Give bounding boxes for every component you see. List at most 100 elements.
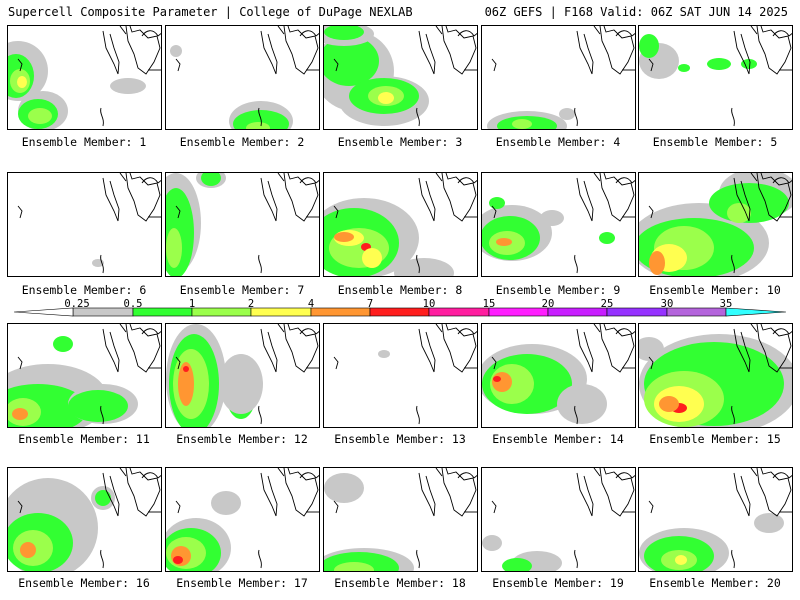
coastline-outline <box>102 328 120 373</box>
coastline-outline <box>416 107 420 127</box>
coastline-outline <box>756 324 792 373</box>
coastline-outline <box>733 328 751 373</box>
scp-field-map <box>166 468 319 571</box>
color-scale-tick-label: 2 <box>247 298 255 310</box>
scp-contour-fill <box>754 513 784 533</box>
coastline-outline <box>593 324 601 333</box>
coastline-outline <box>593 468 601 477</box>
coastline-outline <box>593 26 601 35</box>
coastline-outline <box>119 173 127 182</box>
ensemble-member-label: Ensemble Member: 14 <box>492 432 624 446</box>
coastline-outline <box>491 58 497 72</box>
color-scale-tick-label: 0.25 <box>64 298 90 310</box>
ensemble-member-label: Ensemble Member: 19 <box>492 576 624 590</box>
scp-field-map <box>324 173 477 276</box>
scp-field-map <box>482 173 635 274</box>
scp-contour-fill <box>649 251 665 275</box>
coastline-outline <box>435 26 443 35</box>
color-scale-segment <box>488 307 549 317</box>
coastline-outline <box>258 405 262 425</box>
scp-contour-fill <box>394 258 454 276</box>
scp-contour-fill <box>17 76 27 88</box>
scp-contour-fill <box>173 556 183 564</box>
color-scale-tick-label: 20 <box>541 298 555 310</box>
scp-contour-fill <box>324 36 379 86</box>
coastline-outline <box>157 180 161 184</box>
coastline-outline <box>756 173 792 222</box>
coastline-outline <box>576 177 594 222</box>
coastline-outline <box>435 468 443 477</box>
scp-contour-fill <box>540 210 564 226</box>
scp-contour-fill <box>334 232 354 242</box>
color-scale-segment <box>666 307 727 317</box>
coastline-outline <box>333 58 339 72</box>
ensemble-member-panel <box>165 172 320 277</box>
coastline-outline <box>102 472 120 517</box>
ensemble-member-panel <box>7 467 162 572</box>
coastline-outline <box>599 173 635 222</box>
coastline-outline <box>315 475 319 479</box>
coastline-outline <box>441 468 477 517</box>
scp-field-map <box>8 468 161 571</box>
coastline-outline <box>731 549 735 569</box>
coastline-outline <box>750 324 758 333</box>
coastline-outline <box>599 26 635 75</box>
scp-field-map <box>487 26 635 129</box>
scp-contour-fill <box>492 372 512 392</box>
coastline-outline <box>418 30 436 75</box>
coastline-outline <box>418 177 436 222</box>
ensemble-member-label: Ensemble Member: 4 <box>495 135 621 149</box>
coastline-outline <box>333 356 339 370</box>
coastline-outline <box>17 356 23 370</box>
ensemble-member-panel <box>165 323 320 428</box>
coastline-outline <box>788 33 792 37</box>
coastline-outline <box>631 180 635 184</box>
coastline-outline <box>102 177 120 222</box>
scp-contour-fill <box>68 390 128 422</box>
color-scale-tick-label: 15 <box>482 298 496 310</box>
scp-contour-fill <box>178 362 194 406</box>
coastline-outline <box>258 107 262 127</box>
coastline-outline <box>17 500 23 514</box>
coastline-outline <box>615 472 633 479</box>
coastline-outline <box>277 468 285 477</box>
coastline-outline <box>315 180 319 184</box>
scp-contour-fill <box>678 64 690 72</box>
coastline-outline <box>125 26 161 75</box>
coastline-outline <box>593 173 601 182</box>
scp-contour-fill <box>482 535 502 551</box>
color-scale-min-arrow <box>13 307 74 317</box>
scp-contour-fill <box>727 203 751 223</box>
coastline-outline <box>175 500 181 514</box>
coastline-outline <box>119 26 127 35</box>
color-scale-tick-label: 0.5 <box>123 298 143 310</box>
scp-field-map <box>639 173 792 276</box>
scp-contour-fill <box>378 350 390 358</box>
coastline-outline <box>615 30 633 37</box>
scp-contour-fill <box>557 384 607 424</box>
color-scale-segment <box>428 307 490 317</box>
ensemble-member-panel <box>7 172 162 277</box>
coastline-outline <box>299 328 317 335</box>
scp-contour-fill <box>512 119 532 129</box>
coastline-outline <box>260 328 278 373</box>
coastline-outline <box>648 500 654 514</box>
coastline-outline <box>731 254 735 274</box>
coastline-outline <box>648 205 654 219</box>
ensemble-member-panel <box>323 323 478 428</box>
coastline-outline <box>733 30 751 75</box>
coastline-outline <box>100 254 104 274</box>
coastline-outline <box>648 356 654 370</box>
coastline-outline <box>175 356 181 370</box>
ensemble-member-panel <box>481 25 636 130</box>
ensemble-member-label: Ensemble Member: 12 <box>176 432 308 446</box>
coastline-outline <box>119 324 127 333</box>
coastline-outline <box>731 405 735 425</box>
coastline-outline <box>277 26 285 35</box>
coastline-outline <box>416 405 420 425</box>
ensemble-member-label: Ensemble Member: 5 <box>652 135 778 149</box>
scp-contour-fill <box>639 34 659 58</box>
scp-contour-fill <box>599 232 615 244</box>
color-scale-tick-label: 30 <box>660 298 674 310</box>
coastline-outline <box>750 468 758 477</box>
